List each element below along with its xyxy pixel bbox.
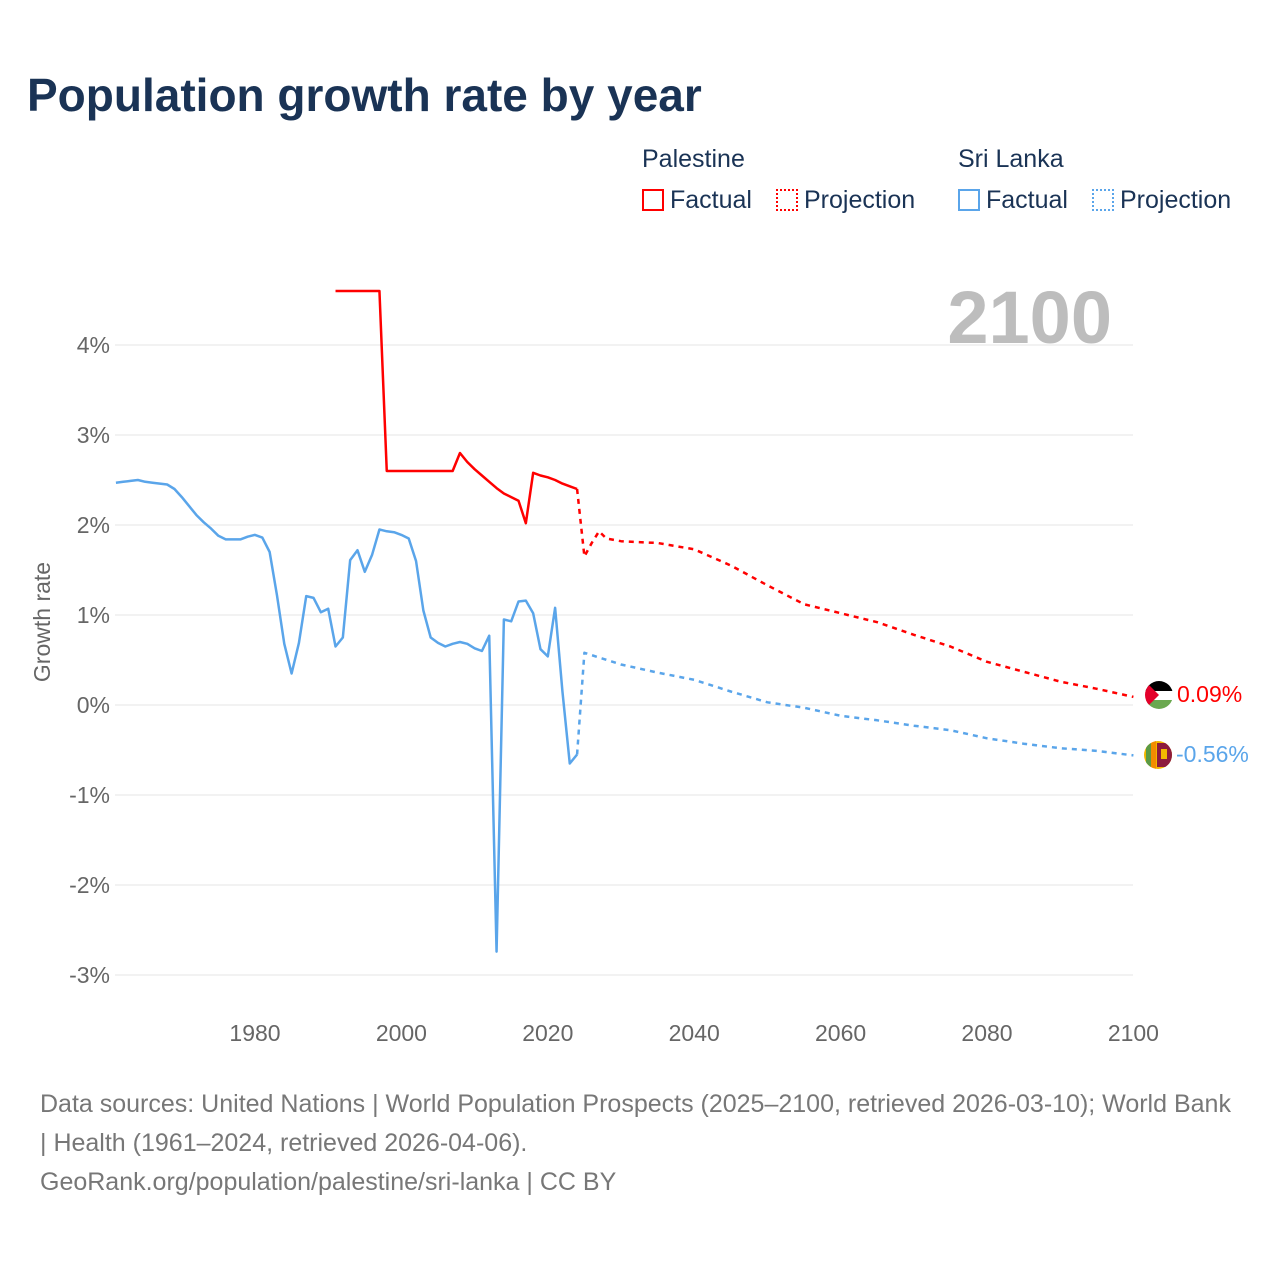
y-tick-label: 1% (77, 602, 110, 628)
legend-label: Factual (670, 186, 752, 214)
solid-swatch-icon (642, 189, 664, 211)
source-link[interactable]: GeoRank.org/population/palestine/sri-lan… (40, 1168, 617, 1196)
y-tick-label: 2% (77, 512, 110, 538)
end-label-sri-lanka: -0.56% (1176, 741, 1249, 767)
data-sources: Data sources: United Nations | World Pop… (40, 1090, 1231, 1157)
x-tick-label: 2100 (1108, 1020, 1159, 1046)
x-tick-label: 2080 (961, 1020, 1012, 1046)
y-tick-label: 3% (77, 422, 110, 448)
dotted-swatch-icon (776, 189, 798, 211)
y-axis-label: Growth rate (29, 562, 55, 682)
x-tick-label: 2040 (669, 1020, 720, 1046)
solid-swatch-icon (958, 189, 980, 211)
legend-sri-lanka-factual[interactable]: Factual (958, 186, 1068, 215)
sri_lanka-projection-line (575, 651, 1134, 757)
x-tick-label: 2060 (815, 1020, 866, 1046)
y-tick-label: -3% (69, 962, 110, 988)
chart-area: 4% 3% 2% 1% 0% -1% -2% -3% 1980 2000 2020 2040 2060 2… (29, 289, 1249, 1046)
legend-label: Projection (804, 186, 916, 214)
legend-palestine-projection[interactable]: Projection (776, 186, 915, 215)
legend-label: Projection (1120, 186, 1232, 214)
chart-title: Population growth rate by year (27, 69, 702, 121)
legend-sri-lanka-projection[interactable]: Projection (1092, 186, 1231, 215)
y-tick-label: -2% (69, 872, 110, 898)
x-tick-label: 2000 (376, 1020, 427, 1046)
legend-group-sri-lanka: Sri Lanka (958, 145, 1064, 173)
sri-lanka-flag-icon (1144, 741, 1172, 769)
x-tick-label: 1980 (229, 1020, 280, 1046)
sri_lanka-factual-line (115, 478, 579, 953)
dotted-swatch-icon (1092, 189, 1114, 211)
y-tick-label: 0% (77, 692, 110, 718)
y-tick-label: 4% (77, 332, 110, 358)
legend-palestine-factual[interactable]: Factual (642, 186, 752, 215)
end-label-palestine: 0.09% (1177, 681, 1242, 707)
legend-label: Factual (986, 186, 1068, 214)
x-tick-label: 2020 (522, 1020, 573, 1046)
palestine-flag-icon (1145, 681, 1173, 709)
palestine-projection-line (575, 488, 1134, 699)
legend-group-palestine: Palestine (642, 145, 745, 173)
y-tick-label: -1% (69, 782, 110, 808)
palestine-factual-line (335, 289, 578, 525)
